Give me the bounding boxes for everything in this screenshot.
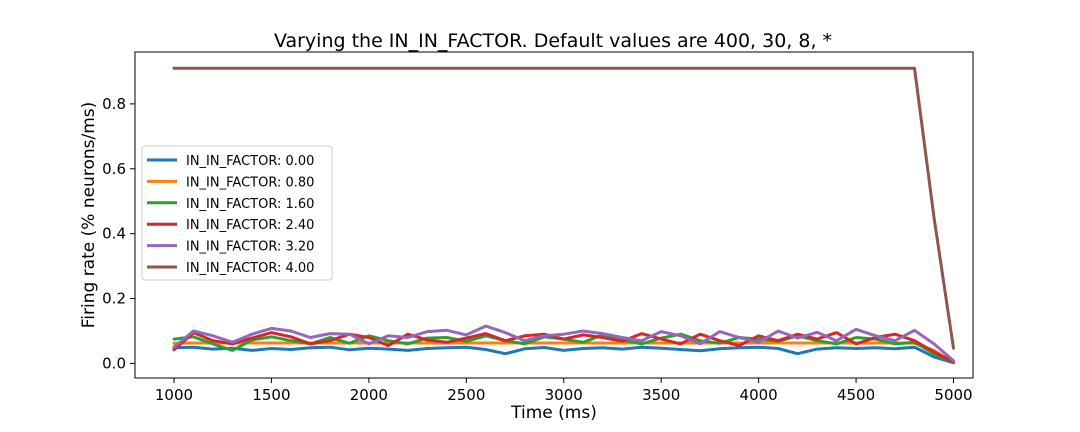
x-tick-label: 2500 <box>447 386 485 404</box>
y-tick-label: 0.8 <box>102 95 126 113</box>
y-tick-label: 0.6 <box>102 160 126 178</box>
x-tick-label: 4500 <box>837 386 875 404</box>
x-tick-label: 1500 <box>252 386 290 404</box>
y-tick-label: 0.0 <box>102 354 126 372</box>
x-axis-label: Time (ms) <box>510 403 597 423</box>
series-line-4 <box>172 331 955 364</box>
series-line-1 <box>172 345 955 365</box>
legend-frame <box>141 145 333 281</box>
legend-label: IN_IN_FACTOR: 2.40 <box>186 218 314 233</box>
y-tick-label: 0.4 <box>102 225 126 243</box>
legend-label: IN_IN_FACTOR: 0.00 <box>186 154 314 169</box>
chart-title: Varying the IN_IN_FACTOR. Default values… <box>274 30 832 52</box>
series-layer <box>172 66 955 365</box>
legend-label: IN_IN_FACTOR: 0.80 <box>186 175 314 190</box>
series-line-5 <box>172 324 955 363</box>
legend-items: IN_IN_FACTOR: 0.00 IN_IN_FACTOR: 0.80 IN_I… <box>147 154 314 276</box>
x-tick-label: 4000 <box>740 386 778 404</box>
legend-label: IN_IN_FACTOR: 3.20 <box>186 240 314 255</box>
y-axis-label: Firing rate (% neurons/ms) <box>79 102 99 329</box>
series-line-2 <box>172 341 955 364</box>
legend-label: IN_IN_FACTOR: 1.60 <box>186 197 314 212</box>
y-axis-ticks: 0.0 0.2 0.4 0.6 0.8 <box>102 95 135 372</box>
x-tick-label: 5000 <box>934 386 972 404</box>
legend-label: IN_IN_FACTOR: 4.00 <box>186 261 314 276</box>
legend: IN_IN_FACTOR: 0.00 IN_IN_FACTOR: 0.80 IN_I… <box>141 145 333 281</box>
x-tick-label: 3000 <box>545 386 583 404</box>
x-tick-label: 1000 <box>155 386 193 404</box>
y-tick-label: 0.2 <box>102 290 126 308</box>
x-tick-label: 3500 <box>642 386 680 404</box>
plot-area <box>134 51 974 379</box>
series-line-6 <box>172 66 955 350</box>
x-tick-label: 2000 <box>350 386 388 404</box>
x-axis-ticks: 1000 1500 2000 2500 3000 3500 4000 4500 5000 <box>155 378 973 404</box>
